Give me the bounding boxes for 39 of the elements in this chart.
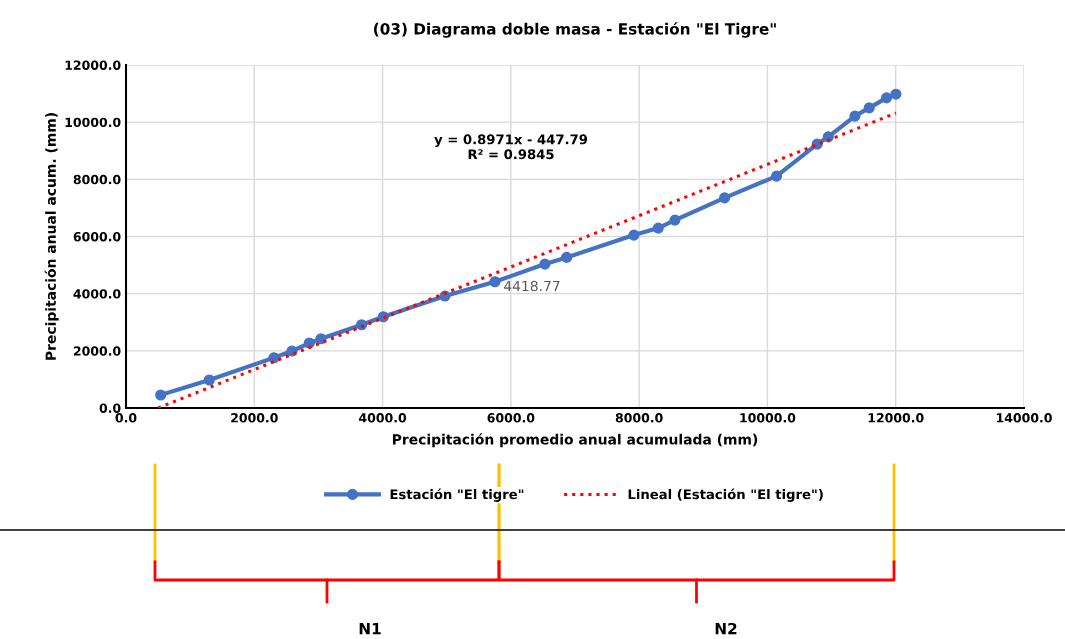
y-tick-label: 12000.0	[65, 60, 121, 70]
text: N2	[715, 622, 737, 635]
y-tick-label: 10000.0	[65, 117, 121, 128]
point	[770, 170, 783, 182]
x-tick-label: 4000.0	[359, 413, 407, 423]
point	[303, 337, 315, 349]
x-axis-title: Precipitación promedio anual acumulada (mm)	[392, 433, 758, 448]
x-tick-label: 14000.0	[996, 413, 1052, 423]
text: N1	[359, 623, 381, 635]
legend-label: Estación "El tigre"	[390, 488, 524, 502]
y-axis-title: Precipitación anual acum. (mm)	[44, 113, 59, 360]
data-label: 4418.77	[503, 280, 560, 292]
y-tick-label: 6000.0	[73, 231, 121, 242]
y-tick-label: 8000.0	[73, 174, 121, 185]
x-tick-label: 12000.0	[868, 413, 924, 423]
point	[489, 276, 501, 288]
point	[561, 251, 573, 263]
point	[880, 92, 893, 104]
y-tick-label: 4000.0	[73, 289, 121, 299]
point	[863, 102, 875, 114]
x-tick-label: 10000.0	[740, 413, 796, 423]
chart-title: (03) Diagrama doble masa - Estación "El Tigre"	[374, 22, 776, 38]
point	[890, 88, 902, 100]
point	[719, 192, 731, 204]
annotation: y = 0.8971x - 447.79 R² = 0.9845	[434, 134, 588, 160]
x-tick-label: 0.0	[115, 413, 137, 423]
point	[539, 258, 551, 270]
point	[628, 229, 640, 241]
point	[652, 222, 664, 234]
x-tick-label: 2000.0	[231, 413, 278, 423]
x-tick-label: 8000.0	[615, 413, 663, 423]
point	[669, 214, 681, 226]
x-tick-label: 6000.0	[487, 413, 535, 423]
point	[155, 389, 167, 401]
y-tick-label: 0.0	[99, 403, 121, 413]
legend-label: Lineal (Estación "El tigre")	[628, 488, 823, 502]
point	[849, 110, 861, 122]
y-tick-label: 2000.0	[73, 346, 121, 356]
point	[203, 374, 215, 386]
